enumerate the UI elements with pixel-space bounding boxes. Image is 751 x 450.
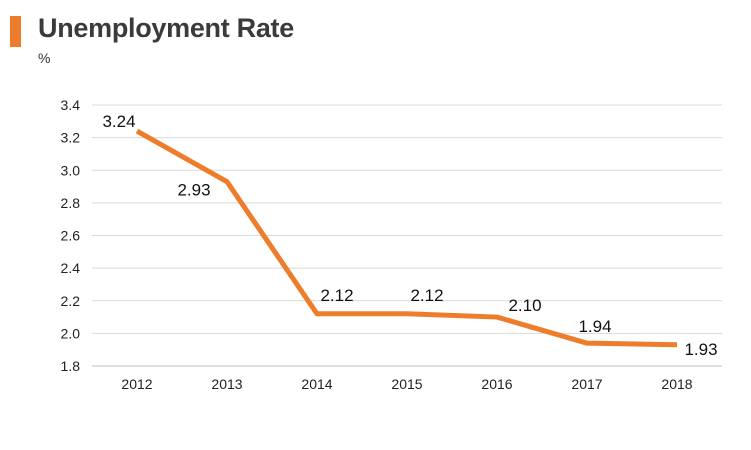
data-labels: 3.24 2.93 2.12 2.12 2.10 1.94 1.93 xyxy=(102,112,717,359)
x-tick-label: 2018 xyxy=(661,376,692,392)
y-tick-label: 3.4 xyxy=(61,97,81,113)
x-tick-label: 2012 xyxy=(121,376,152,392)
x-tick-label: 2015 xyxy=(391,376,422,392)
data-label: 1.93 xyxy=(684,340,717,359)
y-tick-label: 3.0 xyxy=(61,162,81,178)
x-tick-label: 2017 xyxy=(571,376,602,392)
data-label: 1.94 xyxy=(578,317,611,336)
y-tick-label: 2.0 xyxy=(61,325,81,341)
data-label: 2.10 xyxy=(508,296,541,315)
chart-title: Unemployment Rate xyxy=(38,13,294,43)
x-axis-tick-labels: 2012 2013 2014 2015 2016 2017 2018 xyxy=(121,376,692,392)
x-tick-label: 2016 xyxy=(481,376,512,392)
data-series xyxy=(135,128,678,348)
y-tick-label: 2.2 xyxy=(61,293,81,309)
unit-label: % xyxy=(38,50,51,66)
y-tick-label: 2.4 xyxy=(61,260,81,276)
data-label: 2.12 xyxy=(320,286,353,305)
y-tick-label: 2.6 xyxy=(61,228,81,244)
gridlines xyxy=(92,104,722,367)
y-tick-label: 3.2 xyxy=(61,130,81,146)
data-label: 2.12 xyxy=(410,286,443,305)
y-tick-label: 1.8 xyxy=(61,358,81,374)
y-axis-tick-labels: 1.8 2.0 2.2 2.4 2.6 2.8 3.0 3.2 3.4 xyxy=(61,97,81,374)
data-label: 2.93 xyxy=(177,181,210,200)
x-tick-label: 2014 xyxy=(301,376,332,392)
data-label: 3.24 xyxy=(102,112,135,131)
x-tick-label: 2013 xyxy=(211,376,242,392)
y-tick-label: 2.8 xyxy=(61,195,81,211)
series-line xyxy=(135,128,678,348)
title-accent-bar xyxy=(10,16,21,47)
